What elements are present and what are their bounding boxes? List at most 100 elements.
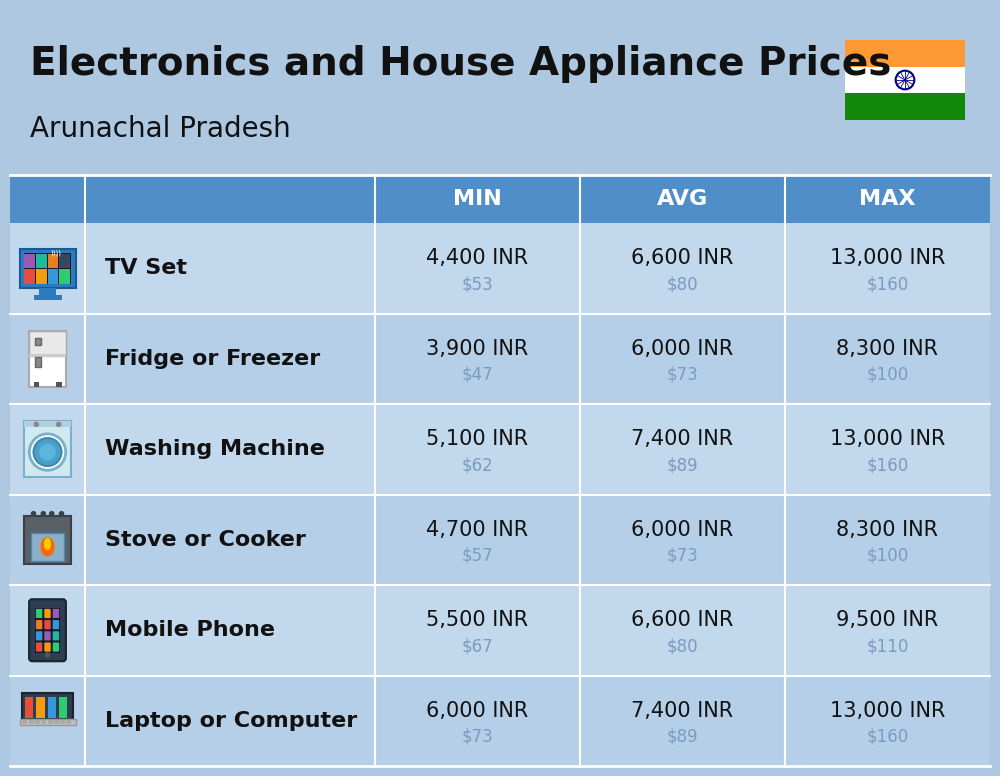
- FancyBboxPatch shape: [44, 609, 51, 618]
- Bar: [29, 723, 34, 724]
- Bar: [41, 720, 46, 722]
- Text: 6,600 INR: 6,600 INR: [631, 248, 734, 268]
- Bar: [10, 175, 85, 223]
- Text: $110: $110: [866, 637, 909, 655]
- FancyBboxPatch shape: [44, 631, 51, 640]
- Text: 4,400 INR: 4,400 INR: [426, 248, 529, 268]
- Bar: [10, 675, 85, 766]
- Bar: [24, 421, 71, 428]
- Text: $67: $67: [462, 637, 493, 655]
- Text: $100: $100: [866, 365, 909, 384]
- FancyBboxPatch shape: [53, 609, 59, 618]
- Ellipse shape: [44, 538, 51, 550]
- Text: 7,400 INR: 7,400 INR: [631, 429, 734, 449]
- Text: Electronics and House Appliance Prices: Electronics and House Appliance Prices: [30, 45, 891, 83]
- Bar: [85, 404, 375, 494]
- Bar: [375, 223, 580, 314]
- Bar: [25, 697, 33, 718]
- Bar: [580, 585, 785, 675]
- Bar: [36, 269, 46, 284]
- Bar: [35, 722, 40, 723]
- Bar: [22, 720, 27, 722]
- Bar: [375, 175, 580, 223]
- Text: $62: $62: [462, 456, 493, 474]
- Bar: [48, 722, 53, 723]
- FancyBboxPatch shape: [36, 609, 42, 618]
- Bar: [29, 720, 34, 722]
- Bar: [22, 693, 73, 721]
- Text: 13,000 INR: 13,000 INR: [830, 248, 945, 268]
- Bar: [580, 675, 785, 766]
- Text: $80: $80: [667, 637, 698, 655]
- Bar: [29, 331, 66, 386]
- Bar: [35, 608, 60, 653]
- Text: 6,000 INR: 6,000 INR: [631, 520, 734, 540]
- Circle shape: [40, 511, 46, 517]
- Bar: [375, 675, 580, 766]
- Text: TV Set: TV Set: [105, 258, 187, 279]
- Bar: [24, 269, 35, 284]
- Bar: [375, 494, 580, 585]
- Text: MAX: MAX: [859, 189, 916, 209]
- Bar: [85, 223, 375, 314]
- Bar: [785, 585, 990, 675]
- Bar: [10, 314, 85, 404]
- Circle shape: [29, 434, 66, 470]
- FancyBboxPatch shape: [53, 643, 59, 652]
- Bar: [20, 248, 76, 288]
- Text: $73: $73: [462, 728, 493, 746]
- Text: MIN: MIN: [453, 189, 502, 209]
- Bar: [34, 295, 62, 300]
- Text: $160: $160: [866, 275, 909, 293]
- Bar: [35, 723, 40, 724]
- Bar: [785, 223, 990, 314]
- Bar: [580, 494, 785, 585]
- Bar: [54, 723, 59, 724]
- Bar: [66, 723, 71, 724]
- Text: Mobile Phone: Mobile Phone: [105, 620, 275, 640]
- Bar: [85, 494, 375, 585]
- Bar: [785, 175, 990, 223]
- Text: Laptop or Computer: Laptop or Computer: [105, 711, 357, 731]
- Bar: [375, 585, 580, 675]
- Bar: [845, 93, 965, 120]
- Text: $57: $57: [462, 547, 493, 565]
- Bar: [785, 494, 990, 585]
- Bar: [24, 421, 71, 477]
- FancyBboxPatch shape: [53, 620, 59, 629]
- Text: AVG: AVG: [657, 189, 708, 209]
- Text: $80: $80: [667, 275, 698, 293]
- Bar: [60, 723, 65, 724]
- FancyBboxPatch shape: [53, 631, 59, 640]
- Circle shape: [49, 511, 54, 517]
- Text: $53: $53: [462, 275, 493, 293]
- Bar: [22, 722, 27, 723]
- Text: Fridge or Freezer: Fridge or Freezer: [105, 348, 320, 369]
- Bar: [60, 720, 65, 722]
- Bar: [31, 533, 64, 561]
- Bar: [85, 675, 375, 766]
- Text: Arunachal Pradesh: Arunachal Pradesh: [30, 115, 291, 143]
- Bar: [35, 338, 40, 345]
- Bar: [10, 223, 85, 314]
- Ellipse shape: [40, 537, 54, 556]
- Bar: [48, 723, 53, 724]
- Text: $89: $89: [667, 456, 698, 474]
- Bar: [22, 723, 27, 724]
- Circle shape: [45, 652, 50, 658]
- Bar: [10, 585, 85, 675]
- Circle shape: [39, 444, 56, 460]
- Bar: [20, 719, 76, 725]
- FancyBboxPatch shape: [29, 599, 66, 661]
- Text: Stove or Cooker: Stove or Cooker: [105, 530, 306, 549]
- Bar: [41, 722, 46, 723]
- Bar: [85, 314, 375, 404]
- Bar: [580, 404, 785, 494]
- Text: 8,300 INR: 8,300 INR: [836, 339, 938, 359]
- Bar: [59, 254, 70, 268]
- Bar: [85, 585, 375, 675]
- Bar: [85, 175, 375, 223]
- Bar: [48, 269, 58, 284]
- Text: 7,400 INR: 7,400 INR: [631, 701, 734, 721]
- Bar: [54, 722, 59, 723]
